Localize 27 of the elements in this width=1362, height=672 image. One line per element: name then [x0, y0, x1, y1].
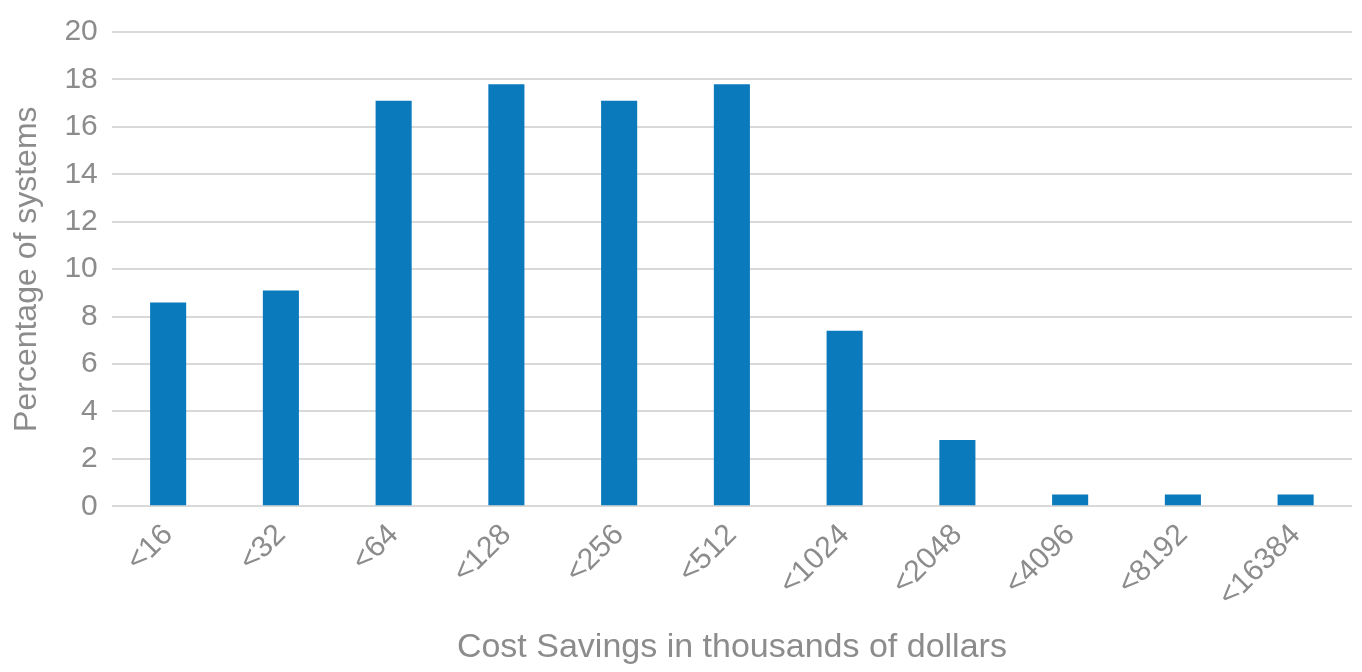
- bar: [1052, 494, 1089, 506]
- y-axis-title: Percentage of systems: [7, 106, 44, 432]
- x-axis-title: Cost Savings in thousands of dollars: [456, 625, 1007, 664]
- y-tick-label: 10: [64, 250, 98, 284]
- bar: [150, 302, 187, 506]
- bar: [939, 439, 976, 506]
- y-tick-label: 18: [64, 60, 98, 94]
- y-tick-label: 16: [64, 108, 98, 142]
- y-tick-label: 4: [81, 392, 98, 426]
- y-tick-label: 2: [81, 440, 98, 474]
- bar: [1164, 494, 1201, 506]
- bar: [713, 84, 750, 506]
- bar: [488, 84, 525, 506]
- y-tick-label: 14: [64, 155, 98, 189]
- y-tick-label: 6: [81, 345, 98, 379]
- bar: [601, 100, 638, 506]
- x-tick-label: <64: [344, 516, 404, 577]
- x-tick-label: <16: [118, 516, 179, 577]
- bar: [262, 290, 299, 506]
- y-tick-label: 8: [81, 297, 98, 331]
- bar: [375, 100, 412, 506]
- y-tick-label: 20: [64, 13, 98, 47]
- bar: [1277, 494, 1314, 506]
- x-tick-label: <32: [231, 516, 291, 577]
- bar: [826, 330, 863, 506]
- y-tick-label: 0: [81, 487, 98, 521]
- y-tick-label: 12: [64, 203, 98, 237]
